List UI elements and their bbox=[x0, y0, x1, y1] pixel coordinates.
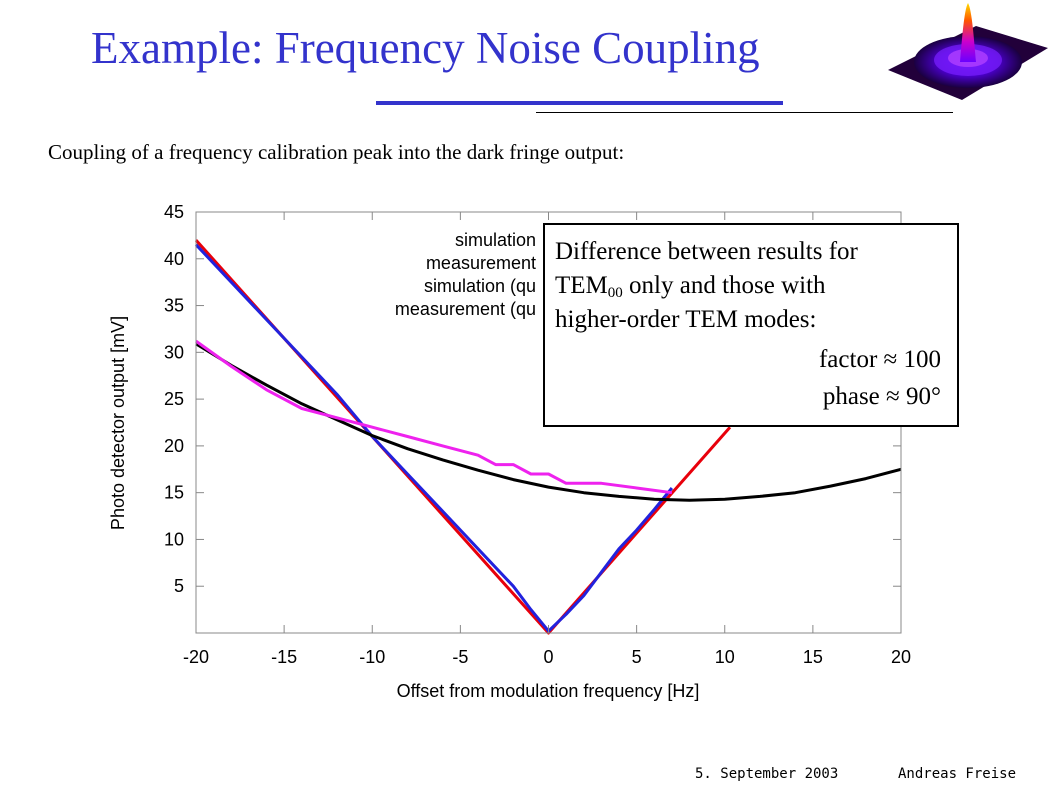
x-tick-label: 15 bbox=[803, 647, 823, 667]
y-tick-label: 35 bbox=[164, 296, 184, 316]
annotation-factor: factor ≈ 100 bbox=[818, 346, 941, 373]
x-tick-label: 10 bbox=[715, 647, 735, 667]
x-tick-label: 0 bbox=[543, 647, 553, 667]
x-tick-label: -10 bbox=[359, 647, 385, 667]
annotation-tem-label: TEM bbox=[555, 272, 608, 299]
series-line-2 bbox=[195, 342, 902, 502]
y-tick-label: 40 bbox=[164, 249, 184, 269]
series-line-1 bbox=[194, 243, 674, 633]
annotation-line-3: higher-order TEM modes: bbox=[555, 306, 817, 333]
annotation-box: Difference between results for TEM00 onl… bbox=[543, 223, 959, 427]
x-tick-label: -5 bbox=[452, 647, 468, 667]
legend-entry: simulation bbox=[455, 230, 536, 250]
y-axis-label: Photo detector output [mV] bbox=[108, 316, 128, 530]
series-line-3 bbox=[195, 339, 673, 495]
annotation-phase: phase ≈ 90° bbox=[822, 383, 941, 410]
annotation-line-1: Difference between results for bbox=[555, 238, 858, 265]
annotation-line-2-rest: only and those with bbox=[622, 272, 826, 299]
y-tick-label: 15 bbox=[164, 483, 184, 503]
title-underline bbox=[376, 101, 783, 105]
y-tick-label: 5 bbox=[174, 576, 184, 596]
x-tick-label: 5 bbox=[632, 647, 642, 667]
title-divider bbox=[536, 112, 953, 113]
y-tick-label: 30 bbox=[164, 342, 184, 362]
line-chart: simulation measurement simulation (qu measu… bbox=[108, 202, 911, 701]
chart-ticks: -20 -15 -10 -5 0 5 10 15 20 5 10 15 20 25 30 35 40 45 bbox=[164, 202, 911, 667]
legend-entry: measurement (qu bbox=[395, 299, 536, 319]
annotation-line-2: TEM00 only and those with bbox=[555, 273, 826, 301]
y-tick-label: 45 bbox=[164, 202, 184, 222]
chart-legend: simulation measurement simulation (qu measu… bbox=[395, 230, 536, 319]
legend-entry: measurement bbox=[426, 253, 536, 273]
legend-entry: simulation (qu bbox=[424, 276, 536, 296]
laser-beam-logo-icon bbox=[888, 3, 1048, 100]
footer-author: Andreas Freise bbox=[898, 766, 1017, 782]
y-tick-label: 10 bbox=[164, 529, 184, 549]
y-tick-label: 25 bbox=[164, 389, 184, 409]
x-axis-label: Offset from modulation frequency [Hz] bbox=[397, 681, 700, 701]
x-tick-label: -15 bbox=[271, 647, 297, 667]
x-tick-label: 20 bbox=[891, 647, 911, 667]
x-tick-label: -20 bbox=[183, 647, 209, 667]
footer-date: 5. September 2003 bbox=[695, 766, 839, 782]
y-tick-label: 20 bbox=[164, 436, 184, 456]
slide-subtitle: Coupling of a frequency calibration peak… bbox=[48, 140, 625, 164]
slide-title: Example: Frequency Noise Coupling bbox=[91, 23, 760, 73]
annotation-tem-subscript: 00 bbox=[607, 285, 623, 301]
